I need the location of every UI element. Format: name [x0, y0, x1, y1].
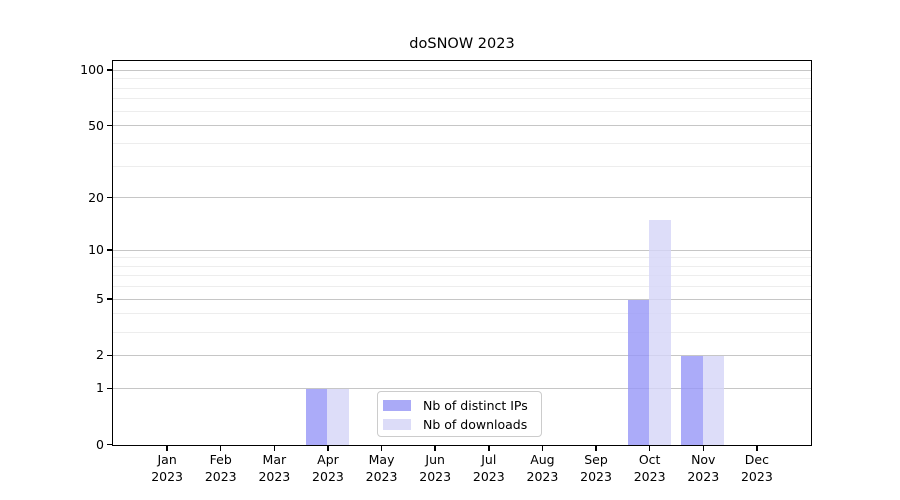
- plot-area: Nb of distinct IPs Nb of downloads: [112, 60, 812, 446]
- gridline-major: [113, 249, 811, 251]
- bar-downloads-nov: [702, 355, 725, 445]
- x-tick-mark: [488, 444, 490, 451]
- x-tick-label-nov: Nov 2023: [687, 452, 720, 484]
- legend-swatch-distinct-ips: [383, 400, 411, 411]
- bar-distinct-ips-apr: [305, 388, 328, 445]
- gridline-minor: [113, 257, 811, 259]
- y-tick-label: 0: [96, 436, 104, 452]
- legend: Nb of distinct IPs Nb of downloads: [377, 391, 542, 437]
- x-tick-mark: [219, 444, 222, 451]
- x-tick-mark: [648, 444, 651, 451]
- y-tick-label: 2: [96, 347, 104, 363]
- legend-label-distinct-ips: Nb of distinct IPs: [423, 398, 528, 413]
- bar-downloads-oct: [649, 220, 671, 445]
- gridline-major: [113, 354, 811, 356]
- bar-downloads-apr: [327, 388, 349, 445]
- x-tick-mark: [166, 444, 168, 451]
- x-tick-label-apr: Apr 2023: [312, 452, 344, 484]
- x-tick-label-oct: Oct 2023: [633, 452, 666, 484]
- chart-title: doSNOW 2023: [409, 36, 515, 52]
- x-tick-mark: [756, 444, 758, 451]
- x-tick-label-dec: Dec 2023: [740, 452, 773, 484]
- gridline-minor: [113, 313, 811, 315]
- y-tick-mark: [106, 249, 113, 251]
- gridline-minor: [113, 98, 811, 100]
- y-tick-mark: [106, 69, 113, 71]
- x-tick-label-may: May 2023: [365, 452, 398, 484]
- x-tick-label-jul: Jul 2023: [472, 452, 505, 484]
- x-tick-label-jan: Jan 2023: [151, 452, 184, 484]
- gridline-minor: [113, 286, 811, 288]
- x-tick-label-mar: Mar 2023: [258, 452, 291, 484]
- y-tick-label: 1: [96, 380, 104, 396]
- legend-swatch-downloads: [383, 419, 411, 430]
- x-tick-mark: [595, 444, 597, 451]
- gridline-minor: [113, 165, 811, 167]
- y-tick-mark: [106, 387, 113, 390]
- legend-label-downloads: Nb of downloads: [423, 417, 528, 432]
- gridline-major: [113, 69, 811, 71]
- y-tick-label: 100: [80, 62, 104, 78]
- gridline-major: [113, 125, 811, 127]
- bar-distinct-ips-nov: [681, 355, 703, 445]
- y-tick-mark: [106, 298, 113, 300]
- gridline-minor: [113, 87, 811, 89]
- bar-distinct-ips-oct: [627, 299, 650, 445]
- gridline-major: [113, 387, 811, 389]
- gridline-major: [113, 197, 811, 199]
- x-tick-mark: [273, 444, 276, 451]
- y-tick-label: 20: [88, 189, 104, 205]
- x-tick-label-sep: Sep 2023: [580, 452, 612, 484]
- x-tick-mark: [434, 444, 436, 451]
- y-tick-mark: [106, 354, 113, 357]
- gridline-major: [113, 298, 811, 300]
- y-tick-label: 50: [88, 117, 104, 133]
- x-tick-label-aug: Aug 2023: [526, 452, 559, 484]
- y-tick-mark: [106, 196, 113, 199]
- y-tick-label: 5: [96, 291, 104, 307]
- x-tick-mark: [702, 444, 705, 451]
- y-tick-mark: [106, 443, 113, 446]
- legend-row-distinct-ips: Nb of distinct IPs: [383, 396, 535, 415]
- gridline-minor: [113, 275, 811, 277]
- x-tick-label-feb: Feb 2023: [204, 452, 237, 484]
- legend-row-downloads: Nb of downloads: [383, 415, 535, 434]
- gridline-minor: [113, 331, 811, 333]
- gridline-minor: [113, 265, 811, 267]
- y-tick-mark: [106, 124, 113, 127]
- x-tick-mark: [380, 444, 383, 451]
- y-tick-label: 10: [88, 242, 104, 258]
- gridline-minor: [113, 78, 811, 80]
- x-tick-mark: [327, 444, 329, 451]
- x-tick-label-jun: Jun 2023: [419, 452, 452, 484]
- x-tick-mark: [541, 444, 544, 451]
- gridline-minor: [113, 110, 811, 112]
- gridline-minor: [113, 142, 811, 144]
